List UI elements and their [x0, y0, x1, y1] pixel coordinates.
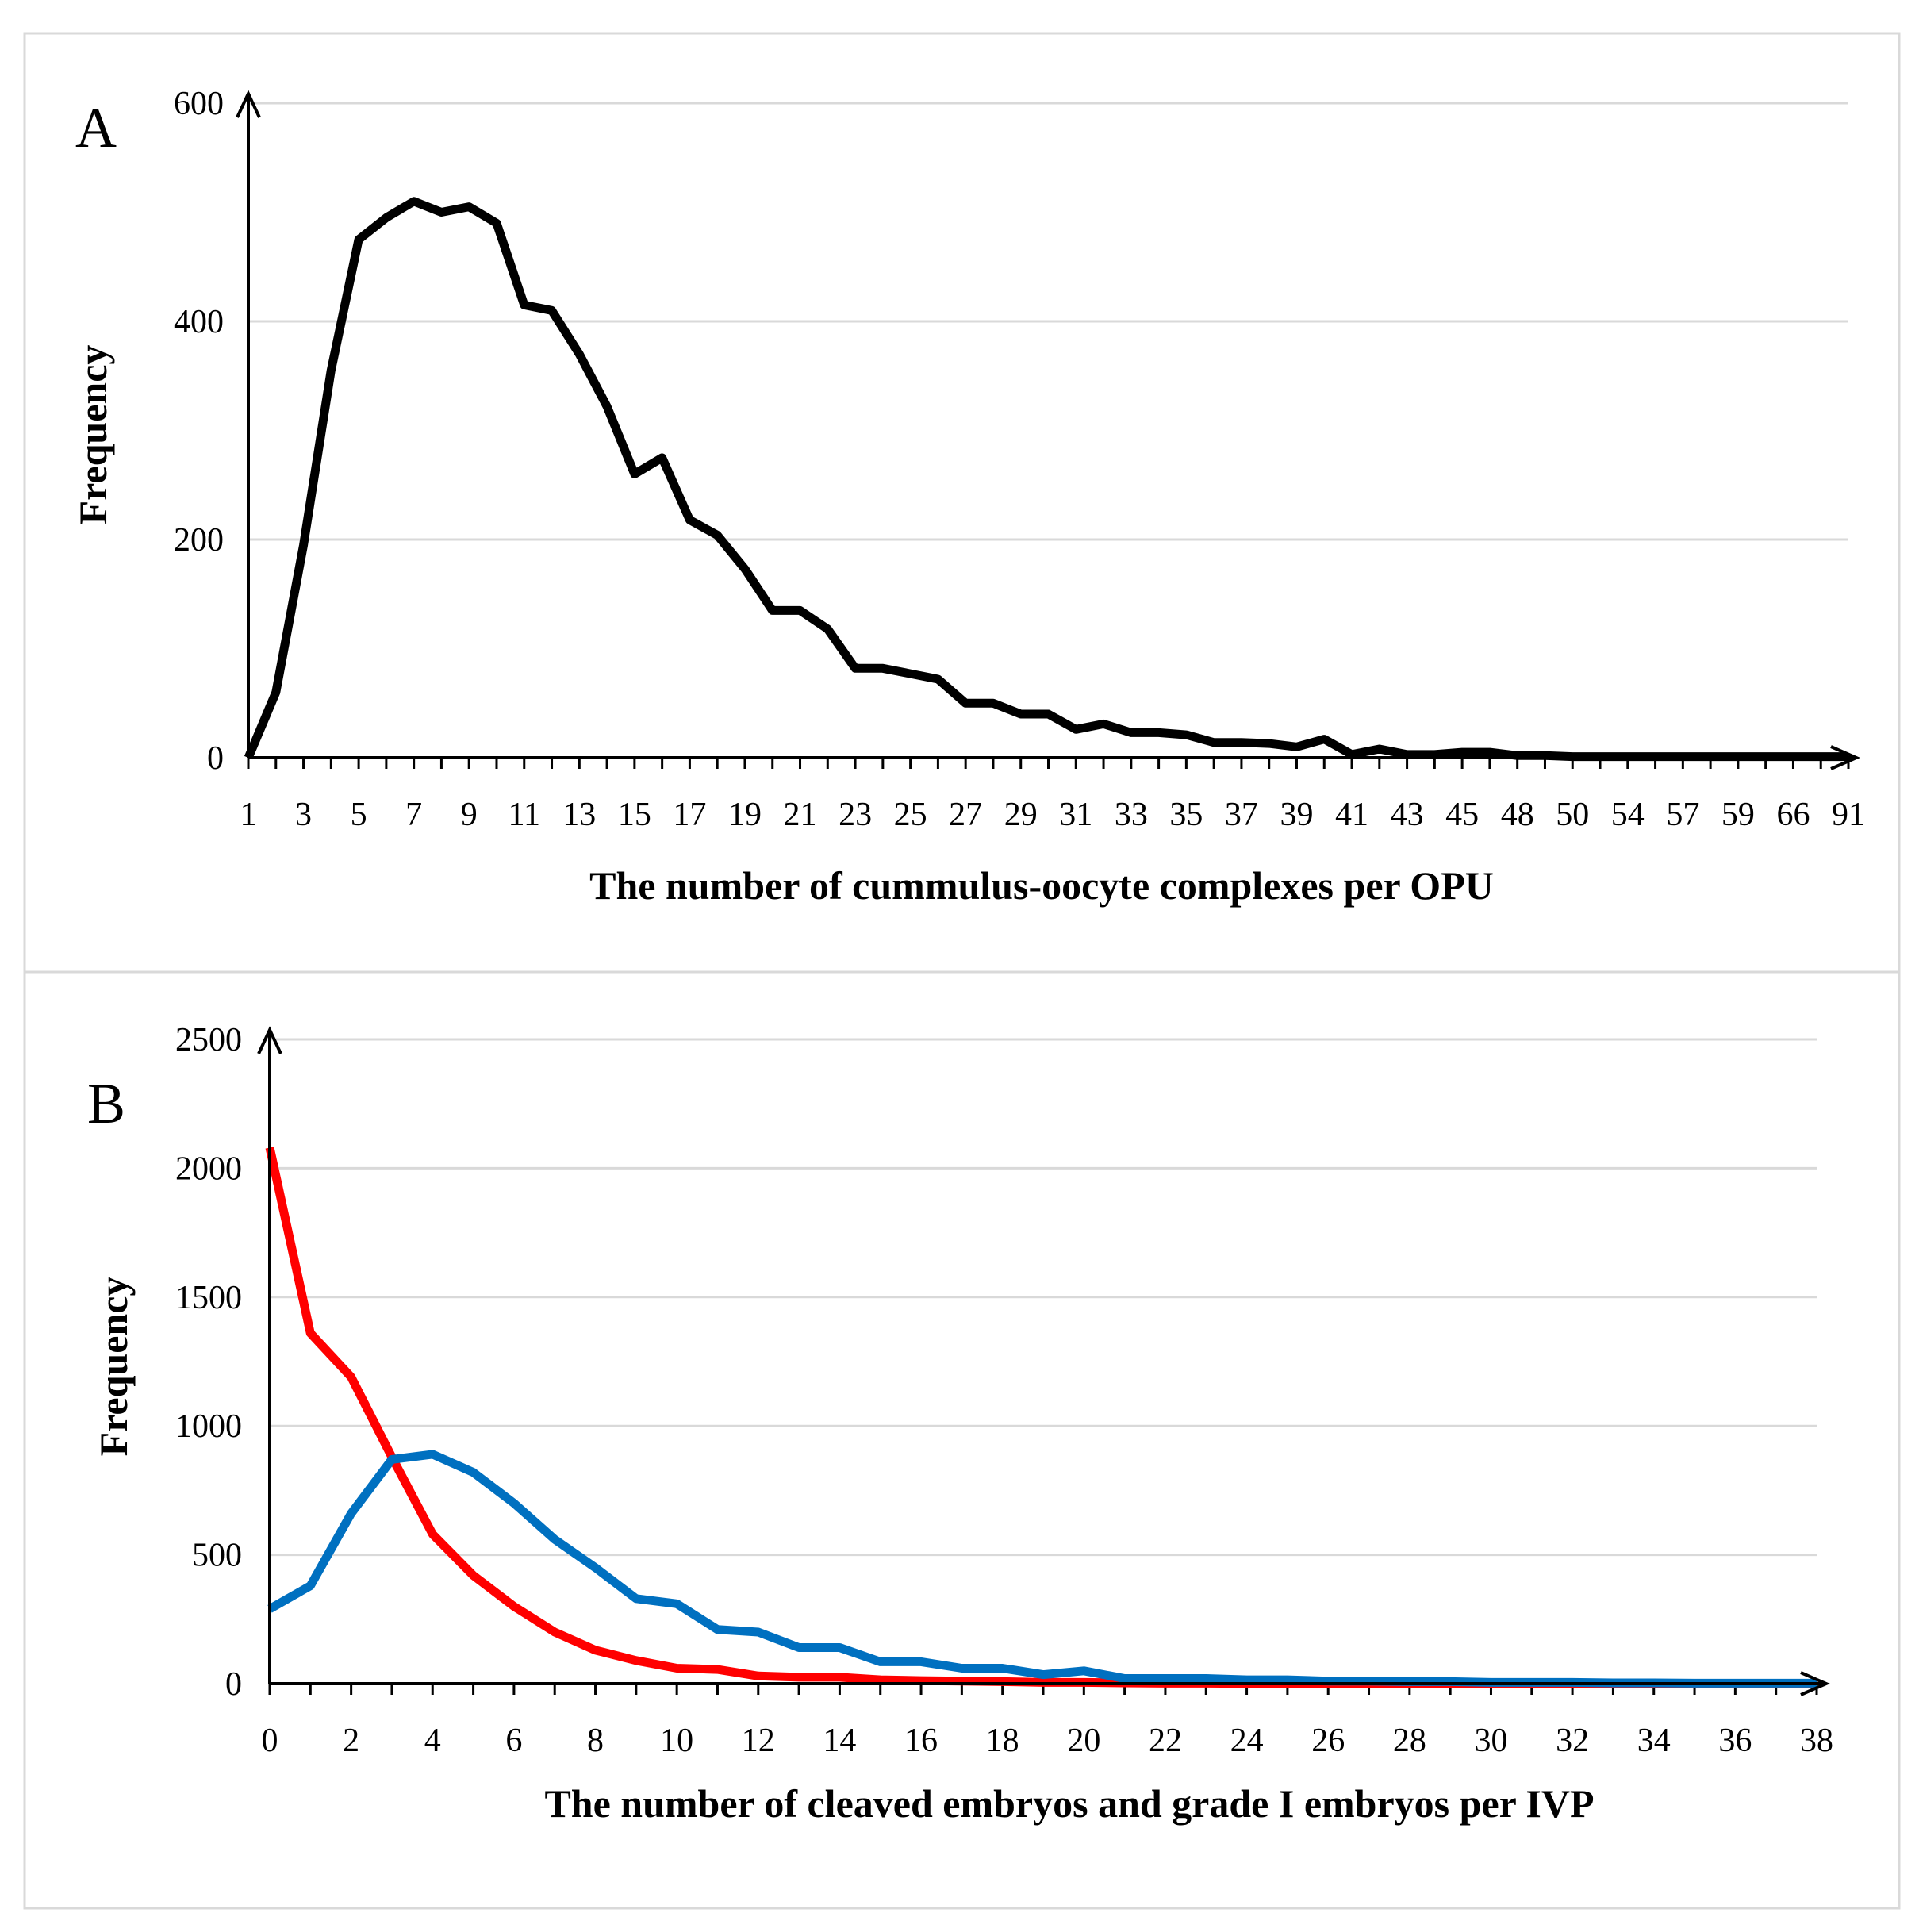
x-tick-label: 13	[562, 797, 596, 833]
series-line-2	[267, 1450, 1817, 1688]
y-tick-label: 1500	[175, 1280, 242, 1316]
x-tick-label: 3	[295, 797, 312, 833]
chart-b-y-axis-label: Frequency	[91, 1277, 136, 1457]
x-tick-label: 27	[949, 797, 982, 833]
x-tick-label: 25	[894, 797, 927, 833]
x-tick-label: 2	[343, 1723, 359, 1759]
y-tick-label: 500	[192, 1538, 242, 1574]
x-tick-label: 54	[1611, 797, 1645, 833]
x-tick-label: 57	[1666, 797, 1699, 833]
x-tick-label: 28	[1393, 1723, 1426, 1759]
chart-b-axes	[257, 1026, 1830, 1696]
series-line-1	[265, 1147, 1817, 1688]
x-tick-label: 45	[1445, 797, 1479, 833]
x-tick-label: 1	[240, 797, 257, 833]
chart-a-x-tick-labels: 1 3 5 7 9 11 13 15 17 19 21 23 25 27 29 31 33 35 37 39 41 43 4…	[240, 797, 1866, 833]
chart-b-x-tick-labels: 0 2 4 6 8 10 12 14 16 18 20 22 24 26 28 30 32 34 36 38	[262, 1723, 1834, 1759]
x-tick-label: 43	[1391, 797, 1424, 833]
x-tick-label: 29	[1004, 797, 1038, 833]
x-tick-label: 15	[618, 797, 651, 833]
y-tick-label: 2000	[175, 1150, 242, 1187]
y-tick-label: 1000	[175, 1408, 242, 1445]
x-tick-label: 17	[673, 797, 706, 833]
x-tick-label: 23	[839, 797, 872, 833]
x-tick-label: 20	[1067, 1723, 1100, 1759]
chart-a-panel-letter: A	[75, 96, 117, 159]
x-axis-arrow	[1830, 745, 1860, 770]
y-axis-arrow	[257, 1026, 282, 1054]
x-tick-label: 31	[1059, 797, 1092, 833]
chart-a-x-ticks	[247, 758, 1850, 769]
x-tick-label: 33	[1115, 797, 1148, 833]
y-axis-arrow	[236, 90, 261, 118]
x-tick-label: 39	[1280, 797, 1313, 833]
y-tick-label: 0	[225, 1666, 242, 1703]
x-tick-label: 22	[1149, 1723, 1182, 1759]
y-tick-label: 200	[174, 522, 224, 559]
x-tick-label: 34	[1637, 1723, 1671, 1759]
x-tick-label: 0	[262, 1723, 278, 1759]
y-tick-label: 400	[174, 304, 224, 340]
x-tick-label: 10	[660, 1723, 693, 1759]
x-tick-label: 50	[1556, 797, 1589, 833]
chart-a-y-axis-label: Frequency	[71, 345, 115, 525]
chart-b-panel-letter: B	[87, 1072, 125, 1135]
x-tick-label: 24	[1230, 1723, 1264, 1759]
x-tick-label: 26	[1311, 1723, 1345, 1759]
chart-a-x-axis-label: The number of cummulus-oocyte complexes …	[589, 863, 1494, 908]
x-tick-label: 91	[1832, 797, 1865, 833]
x-tick-label: 41	[1335, 797, 1368, 833]
x-tick-label: 30	[1474, 1723, 1507, 1759]
chart-b-series	[265, 1147, 1817, 1688]
chart-b-gridlines	[270, 1038, 1817, 1557]
chart-a-gridlines	[248, 102, 1848, 541]
x-tick-label: 4	[424, 1723, 441, 1759]
chart-b-x-axis-label: The number of cleaved embryos and grade …	[544, 1781, 1594, 1826]
x-tick-label: 12	[742, 1723, 775, 1759]
x-tick-label: 32	[1556, 1723, 1589, 1759]
x-tick-label: 35	[1169, 797, 1203, 833]
y-tick-label: 600	[174, 86, 224, 122]
chart-a-axes	[236, 90, 1860, 770]
x-tick-label: 6	[505, 1723, 522, 1759]
x-tick-label: 9	[461, 797, 478, 833]
x-tick-label: 14	[823, 1723, 856, 1759]
x-tick-label: 16	[904, 1723, 938, 1759]
x-tick-label: 36	[1718, 1723, 1752, 1759]
y-tick-label: 2500	[175, 1022, 242, 1058]
x-axis-arrow	[1800, 1671, 1830, 1696]
x-tick-label: 5	[351, 797, 367, 833]
series-line-1	[244, 197, 1848, 762]
x-tick-label: 59	[1721, 797, 1755, 833]
chart-a-y-tick-labels: 0 200 400 600	[174, 86, 224, 777]
panel-b-frame	[23, 970, 1901, 1910]
x-tick-label: 66	[1776, 797, 1810, 833]
x-tick-label: 37	[1225, 797, 1258, 833]
x-tick-label: 48	[1501, 797, 1534, 833]
x-tick-label: 11	[509, 797, 540, 833]
x-tick-label: 38	[1800, 1723, 1833, 1759]
x-tick-label: 18	[986, 1723, 1019, 1759]
x-tick-label: 8	[587, 1723, 604, 1759]
y-tick-label: 0	[207, 740, 224, 777]
chart-a-series	[244, 197, 1848, 762]
chart-b-y-tick-labels: 0 500 1000 1500 2000 2500	[175, 1022, 242, 1703]
x-tick-label: 7	[405, 797, 422, 833]
x-tick-label: 21	[784, 797, 817, 833]
x-tick-label: 19	[728, 797, 762, 833]
